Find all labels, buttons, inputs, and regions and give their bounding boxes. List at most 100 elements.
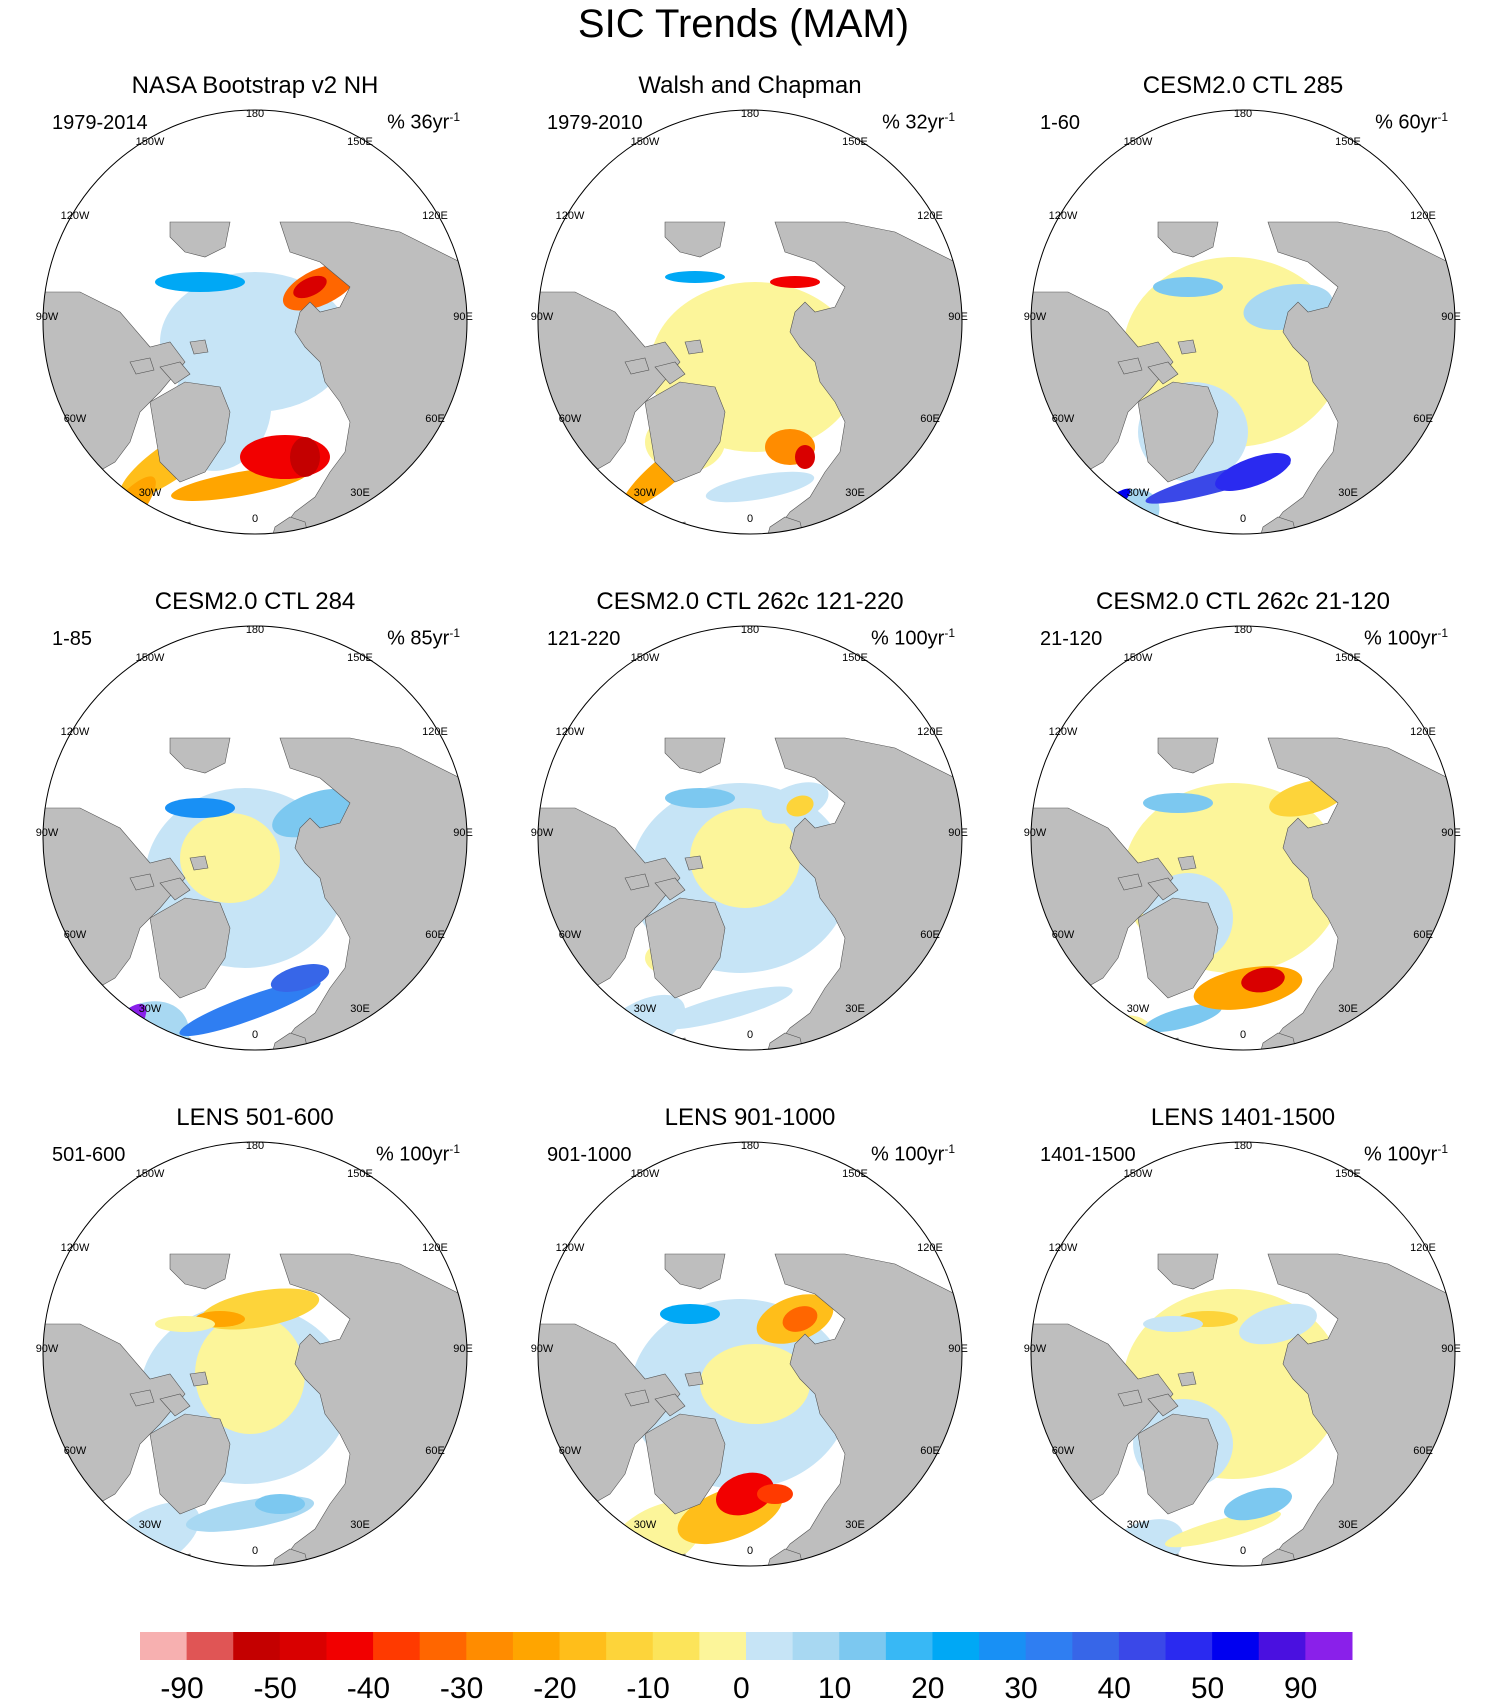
longitude-label: 90E (1441, 1343, 1461, 1355)
colorbar-swatch (1258, 1632, 1306, 1660)
longitude-label: 180 (246, 108, 264, 120)
longitude-label: 30E (845, 487, 865, 499)
longitude-label: 90W (531, 827, 554, 839)
longitude-label: 0 (252, 513, 258, 525)
sic-trend-region (1223, 1487, 1293, 1521)
sic-trend-region (1215, 453, 1291, 491)
panel-title: LENS 1401-1500 (1150, 1104, 1336, 1131)
polar-map: 180 150E 120E 90E 60E 30E 0 30W 60W 90W 120W 150W (1024, 1140, 1461, 1567)
longitude-label: 0 (747, 513, 753, 525)
longitude-label: 150E (1335, 652, 1361, 664)
sic-trend-region (195, 1314, 305, 1434)
longitude-label: 150E (1335, 1168, 1361, 1180)
sic-trend-region (660, 1304, 720, 1324)
colorbar-swatch (1072, 1632, 1120, 1660)
land (1157, 737, 1219, 774)
longitude-label: 150E (1335, 136, 1361, 148)
longitude-label: 60E (920, 413, 940, 425)
panel-title: Walsh and Chapman (638, 72, 862, 99)
land (149, 381, 231, 483)
land (1137, 1413, 1219, 1515)
longitude-label: 120E (917, 210, 943, 222)
land (1117, 357, 1143, 375)
sic-trend-region (180, 813, 280, 903)
map-boundary (42, 109, 468, 535)
sic-trend-region (179, 979, 321, 1037)
longitude-label: 120W (61, 1242, 90, 1254)
colorbar-label: 20 (911, 1672, 944, 1705)
longitude-label: 90E (948, 827, 968, 839)
longitude-label: 90E (1441, 311, 1461, 323)
land (1157, 1253, 1219, 1290)
panel-period: 21-120 (1040, 628, 1103, 650)
land (1147, 361, 1179, 385)
longitude-label: 60W (1052, 1445, 1075, 1457)
land (1137, 897, 1219, 999)
colorbar-label: -50 (254, 1672, 297, 1705)
land (1177, 855, 1197, 871)
longitude-label: 60E (425, 1445, 445, 1457)
longitude-label: 120E (422, 210, 448, 222)
figure-title: SIC Trends (MAM) (577, 2, 910, 46)
longitude-label: 90E (453, 827, 473, 839)
panel-period: 1979-2014 (52, 112, 148, 134)
land (1157, 1037, 1181, 1050)
panel-title: CESM2.0 CTL 262c 121-220 (596, 588, 904, 615)
sic-trend-region (1153, 277, 1223, 297)
colorbar-label: -10 (626, 1672, 669, 1705)
map-boundary (537, 1141, 963, 1567)
land (664, 1037, 688, 1050)
longitude-label: 60W (1052, 929, 1075, 941)
land (684, 339, 704, 355)
longitude-label: 150W (631, 136, 660, 148)
panel-period: 1-60 (1040, 112, 1081, 134)
colorbar-swatch (233, 1632, 281, 1660)
longitude-label: 60E (1413, 1445, 1433, 1457)
longitude-label: 30W (139, 1519, 162, 1531)
longitude-label: 30W (634, 1519, 657, 1531)
land (1177, 339, 1197, 355)
longitude-label: 0 (747, 1545, 753, 1557)
land (129, 357, 155, 375)
panel-scale: % 32yr-1 (882, 110, 955, 134)
longitude-label: 30W (634, 487, 657, 499)
polar-map: 180 150E 120E 90E 60E 30E 0 30W 60W 90W 120W 150W (1024, 108, 1461, 535)
panel-period: 1401-1500 (1040, 1144, 1136, 1166)
longitude-label: 90W (531, 311, 554, 323)
panel-period: 501-600 (52, 1144, 126, 1166)
polar-map: 180 150E 120E 90E 60E 30E 0 30W 60W 90W 120W 150W (36, 624, 473, 1051)
colorbar-swatch (746, 1632, 794, 1660)
longitude-label: 0 (747, 1029, 753, 1041)
land (644, 1413, 726, 1515)
longitude-label: 90E (1441, 827, 1461, 839)
land (169, 1037, 193, 1050)
colorbar-swatch (792, 1632, 840, 1660)
longitude-label: 0 (252, 1029, 258, 1041)
land (189, 339, 209, 355)
longitude-label: 90W (1024, 827, 1047, 839)
colorbar-swatch (140, 1632, 188, 1660)
colorbar-swatch (186, 1632, 234, 1660)
longitude-label: 0 (1240, 1029, 1246, 1041)
land (129, 873, 155, 891)
longitude-label: 60W (64, 1445, 87, 1457)
longitude-label: 30W (139, 1003, 162, 1015)
sic-trend-region (1143, 793, 1213, 813)
longitude-label: 90E (453, 1343, 473, 1355)
colorbar-label: 0 (733, 1672, 750, 1705)
colorbar-swatch (652, 1632, 700, 1660)
sic-trend-region (592, 499, 638, 534)
land (169, 521, 193, 534)
colorbar-label: 10 (818, 1672, 851, 1705)
sic-trend-region (665, 788, 735, 808)
sic-trend-region (757, 1484, 793, 1504)
panel-title: LENS 501-600 (176, 1104, 334, 1131)
panel-scale: % 100yr-1 (1363, 626, 1448, 650)
sic-trend-region (657, 986, 793, 1030)
land (1157, 1553, 1181, 1566)
longitude-label: 120W (556, 726, 585, 738)
panel-period: 1979-2010 (547, 112, 643, 134)
longitude-label: 120W (61, 210, 90, 222)
land (149, 1413, 231, 1515)
panel-scale: % 100yr-1 (375, 1142, 460, 1166)
